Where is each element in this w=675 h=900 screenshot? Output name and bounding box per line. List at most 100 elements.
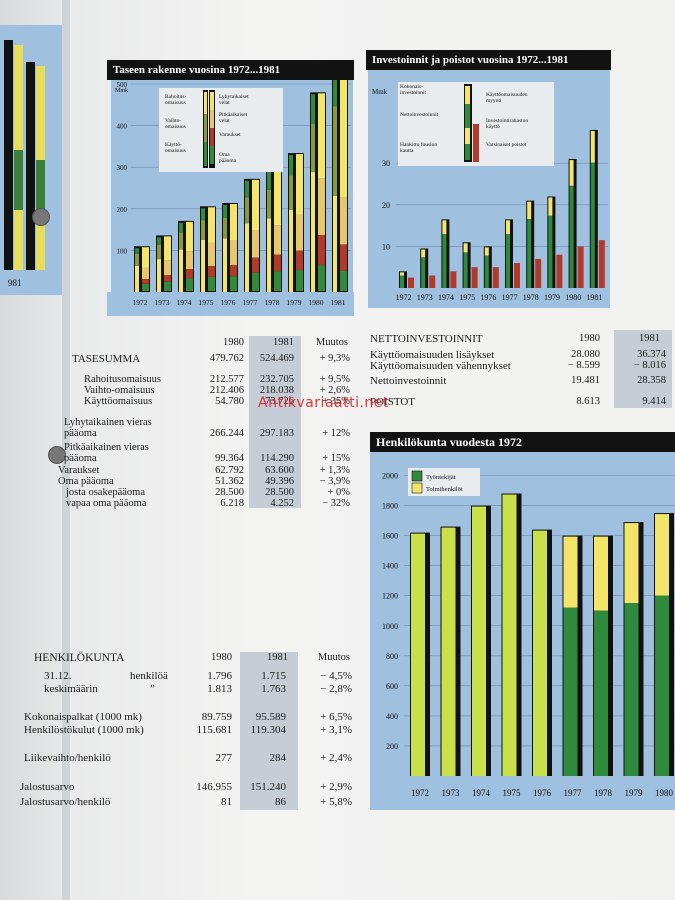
value-muutos: − 4,5% [320, 670, 352, 682]
legend-swatch [465, 144, 470, 160]
bar-segment-toimihenkilot [594, 536, 608, 611]
bar-segment-netto [506, 234, 510, 288]
bar-segment-Lyhytaikaiset velat [318, 93, 325, 179]
chart-investoinnit-svg: 10 20 30 Mmk 1972 1973 1974 1975 1976 1977 1978 197… [368, 70, 610, 308]
row-label: Jalostusarvo/henkilö [20, 796, 111, 808]
legend-label: Varsinaiset poistot [486, 142, 527, 148]
bar-segment-Varaukset [252, 257, 259, 273]
y-tick-label: 2000 [382, 472, 398, 481]
col-header-1981: 1981 [639, 333, 660, 344]
row-unit: ” [150, 683, 155, 695]
bar-segment-netto [442, 234, 447, 288]
value-muutos: + 5,8% [320, 796, 352, 808]
row-label: TASESUMMA [72, 353, 141, 365]
bar-segment-Vaihto-omaisuus [267, 189, 271, 219]
value-muutos: + 12% [322, 428, 350, 439]
legend-label: käyttö [486, 124, 500, 130]
bar-segment-Varaukset [230, 264, 237, 277]
y-tick-label: 400 [117, 123, 128, 131]
legend-swatch [210, 110, 214, 128]
bar-segment-Varaukset [340, 244, 347, 271]
bar-segment-myynti [569, 160, 574, 186]
value-muutos: + 3,1% [320, 724, 352, 736]
bar-segment-toimihenkilot [533, 530, 547, 776]
bar-segment-Käyttö-omaisuus [135, 248, 139, 254]
value-1980: 212.406 [209, 385, 244, 396]
bar-segment-Lyhytaikaiset velat [252, 179, 259, 230]
row-label: pääoma [64, 428, 97, 439]
henkilo-title: HENKILÖKUNTA [34, 652, 125, 664]
x-axis-band [370, 776, 675, 810]
watermark: Antikvariaatti.net [258, 395, 389, 411]
value-1981: 297.183 [259, 428, 294, 439]
row-label: Oma pääoma [58, 476, 114, 487]
bar-segment-Rahoitus-omaisuus [311, 172, 315, 292]
legend-swatch [210, 92, 214, 110]
row-label: Nettoinvestoinnit [370, 375, 447, 387]
y-tick-label: 200 [117, 206, 128, 214]
row-label: Lyhytaikainen vieras [64, 417, 152, 428]
x-tick-label: 1981 [331, 298, 346, 307]
value-1980: 266.244 [209, 428, 244, 439]
y-tick-label: 400 [386, 712, 398, 721]
bar-segment-myynti [484, 247, 489, 256]
row-label: Käyttöomaisuus [84, 396, 153, 407]
bar-segment-Varaukset [142, 279, 149, 284]
y-tick-label: 1600 [382, 532, 398, 541]
value-1981: 95.589 [255, 711, 286, 723]
value-1980: 19.481 [571, 375, 600, 386]
bar-segment-tyontekijat [563, 607, 578, 776]
row-label: Vaihto-omaisuus [84, 385, 155, 396]
legend-swatch [465, 86, 470, 104]
bar-segment-Varaukset [296, 250, 303, 271]
bar-segment-Pitkäaikaiset velat [230, 240, 237, 265]
bar-segment-Vaihto-omaisuus [223, 217, 227, 239]
y-tick-label: 10 [382, 242, 390, 251]
value-muutos: − 3,9% [319, 476, 350, 487]
bar-poistot [598, 240, 605, 288]
bar-segment-netto [400, 275, 404, 288]
y-tick-label: 1800 [382, 502, 398, 511]
value-1980: 99.364 [215, 453, 244, 464]
bar-poistot [535, 258, 542, 288]
value-muutos: + 9,3% [319, 353, 350, 364]
bar-poistot [408, 277, 414, 288]
bar-segment-Lyhytaikaiset velat [208, 207, 215, 243]
column-shade [240, 652, 298, 810]
column-shade [614, 330, 672, 408]
row-unit: henkilöä [130, 670, 168, 682]
legend-swatch [473, 124, 479, 162]
chart-henkilokunta-svg: 200 400 600 800 1000 1200 1400 1600 1800 2000 1972… [370, 452, 675, 810]
value-1980: 28.080 [571, 349, 600, 360]
bar-segment-Käyttö-omaisuus [223, 204, 227, 218]
bar-segment-Käyttö-omaisuus [333, 76, 337, 107]
value-1981: − 8.016 [633, 360, 666, 371]
legend-label: Työntekijät [426, 474, 456, 481]
bar-segment-Vaihto-omaisuus [179, 232, 183, 250]
bar-segment-Lyhytaikaiset velat [296, 154, 303, 215]
bar-segment-netto [421, 257, 426, 288]
bar-segment-Pitkäaikaiset velat [164, 260, 171, 276]
col-header-muutos: Muutos [315, 337, 348, 348]
value-1980: − 8.599 [567, 360, 600, 371]
bar-segment-Pitkäaikaiset velat [340, 197, 347, 245]
x-tick-label: 1981 [586, 293, 602, 302]
bar-segment-Rahoitus-omaisuus [179, 249, 183, 292]
value-1981: 4.252 [270, 498, 294, 509]
y-tick-label: 800 [386, 652, 398, 661]
legend-label: omaisuus [165, 124, 186, 130]
bar-segment-Lyhytaikaiset velat [230, 203, 237, 241]
bar-segment-tyontekijat [655, 595, 669, 776]
x-tick-label: 1979 [287, 298, 302, 307]
bar-segment-Pitkäaikaiset velat [252, 229, 259, 258]
bar-segment-netto [548, 215, 553, 288]
y-tick-label: 300 [117, 164, 128, 172]
row-label: 31.12. [44, 670, 72, 682]
binder-hole [48, 446, 66, 464]
legend-label: Lyhytaikaiset [219, 94, 249, 100]
y-tick-label: 1000 [382, 622, 398, 631]
legend-label: omaisuus [165, 148, 186, 154]
value-1981: 73.726 [265, 396, 294, 407]
bar-segment-Rahoitus-omaisuus [135, 265, 139, 292]
